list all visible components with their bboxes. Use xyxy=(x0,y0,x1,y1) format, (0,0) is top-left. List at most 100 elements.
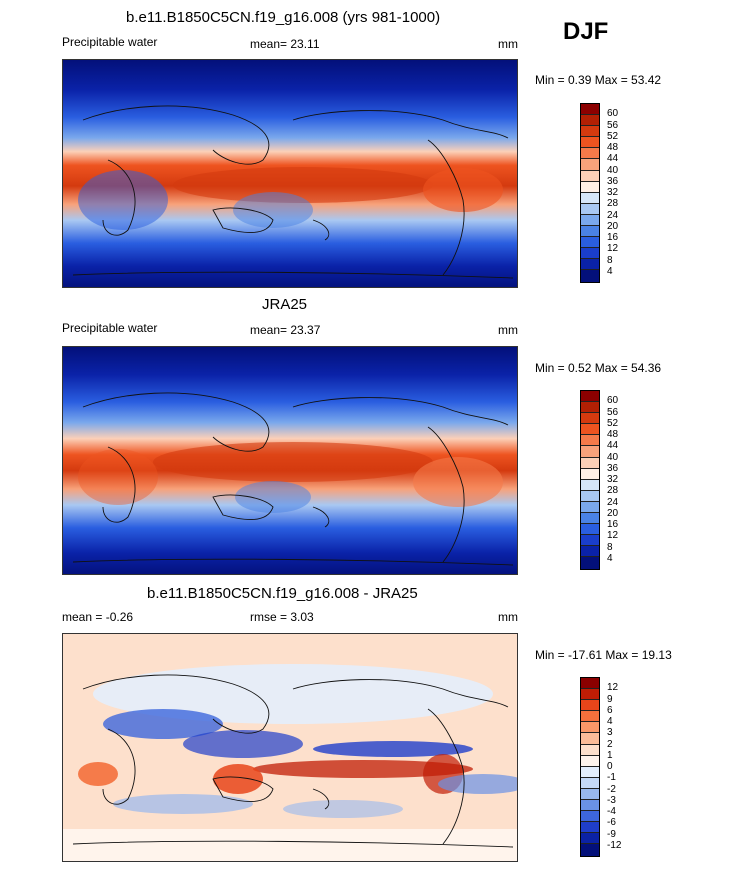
colorbar-cell xyxy=(581,535,599,547)
colorbar-tick-label: -12 xyxy=(607,839,622,851)
panel1-unit-label: mm xyxy=(498,37,518,51)
colorbar-tick-label: 48 xyxy=(607,142,619,153)
colorbar-tick-label: 3 xyxy=(607,727,613,739)
colorbar-tick-label: 1 xyxy=(607,749,613,761)
colorbar-tick-label: 20 xyxy=(607,507,619,519)
colorbar-cell xyxy=(581,833,599,845)
colorbar-tick-label: 9 xyxy=(607,693,613,705)
panel3-unit-label: mm xyxy=(498,610,518,624)
colorbar-tick-label: 12 xyxy=(607,530,619,542)
panel3-title: b.e11.B1850C5CN.f19_g16.008 - JRA25 xyxy=(147,585,418,602)
colorbar-cell xyxy=(581,501,599,514)
colorbar-tick-label: 56 xyxy=(607,406,619,418)
colorbar-cell xyxy=(581,170,599,182)
colorbar-tick-label: 16 xyxy=(607,519,619,530)
colorbar-cell xyxy=(581,457,599,469)
colorbar-tick-label: 24 xyxy=(607,209,619,221)
colorbar-tick-label: 2 xyxy=(607,738,613,750)
panel1-colorbar-cells xyxy=(581,104,599,282)
colorbar-cell xyxy=(581,722,599,734)
panel2-mean-label: mean= 23.37 xyxy=(250,323,321,337)
colorbar-tick-label: -2 xyxy=(607,783,616,795)
colorbar-tick-label: 48 xyxy=(607,429,619,440)
panel2-map-field xyxy=(63,347,517,574)
colorbar-cell xyxy=(581,181,599,193)
panel1-mean-label: mean= 23.11 xyxy=(250,37,320,51)
panel2-map xyxy=(62,346,518,575)
season-label: DJF xyxy=(563,18,609,45)
colorbar-tick-label: 32 xyxy=(607,187,619,198)
colorbar-tick-label: 52 xyxy=(607,130,619,142)
colorbar-cell xyxy=(581,546,599,558)
colorbar-tick-label: 36 xyxy=(607,175,619,187)
panel1-map-field xyxy=(63,60,517,287)
colorbar-tick-label: 24 xyxy=(607,496,619,508)
colorbar-tick-label: 28 xyxy=(607,485,619,497)
colorbar-cell xyxy=(581,424,599,436)
colorbar-cell xyxy=(581,446,599,458)
colorbar-tick-label: 20 xyxy=(607,220,619,232)
colorbar-tick-label: -4 xyxy=(607,806,616,817)
panel2-colorbar xyxy=(580,390,600,570)
panel2-minmax: Min = 0.52 Max = 54.36 xyxy=(535,361,662,375)
colorbar-cell xyxy=(581,822,599,834)
colorbar-tick-label: 60 xyxy=(607,395,619,407)
colorbar-cell xyxy=(581,192,599,204)
colorbar-tick-label: 40 xyxy=(607,164,619,176)
colorbar-cell xyxy=(581,766,599,778)
colorbar-cell xyxy=(581,104,599,116)
colorbar-cell xyxy=(581,711,599,723)
colorbar-cell xyxy=(581,203,599,215)
panel3-coastlines xyxy=(72,674,514,848)
panel3-minmax: Min = -17.61 Max = 19.13 xyxy=(535,648,672,662)
colorbar-cell xyxy=(581,755,599,767)
panel3-map-field xyxy=(63,634,517,861)
colorbar-cell xyxy=(581,800,599,812)
colorbar-tick-label: 32 xyxy=(607,474,619,485)
colorbar-cell xyxy=(581,700,599,712)
panel3-rmse-label: rmse = 3.03 xyxy=(250,610,314,624)
colorbar-cell xyxy=(581,524,599,536)
colorbar-tick-label: -9 xyxy=(607,828,616,840)
panel1-coastlines xyxy=(72,105,514,279)
colorbar-tick-label: 12 xyxy=(607,243,619,255)
colorbar-cell xyxy=(581,259,599,271)
panel2-colorbar-cells xyxy=(581,391,599,569)
panel3-map xyxy=(62,633,518,862)
colorbar-tick-label: 12 xyxy=(607,682,619,694)
panel1-map xyxy=(62,59,518,288)
colorbar-cell xyxy=(581,811,599,823)
colorbar-tick-label: -1 xyxy=(607,772,616,784)
colorbar-cell xyxy=(581,270,599,282)
panel3-colorbar xyxy=(580,677,600,857)
colorbar-tick-label: 8 xyxy=(607,541,613,553)
colorbar-cell xyxy=(581,214,599,227)
colorbar-cell xyxy=(581,126,599,138)
colorbar-cell xyxy=(581,777,599,789)
panel1-title: b.e11.B1850C5CN.f19_g16.008 (yrs 981-100… xyxy=(126,9,441,26)
colorbar-tick-label: -3 xyxy=(607,794,616,806)
colorbar-cell xyxy=(581,137,599,149)
panel1-variable-label: Precipitable water xyxy=(62,35,158,49)
colorbar-cell xyxy=(581,479,599,491)
colorbar-tick-label: 44 xyxy=(607,440,619,452)
panel2-title: JRA25 xyxy=(262,296,308,313)
colorbar-cell xyxy=(581,148,599,160)
colorbar-cell xyxy=(581,391,599,403)
colorbar-cell xyxy=(581,844,599,856)
colorbar-tick-label: 44 xyxy=(607,153,619,165)
panel1-minmax: Min = 0.39 Max = 53.42 xyxy=(535,73,662,87)
colorbar-tick-label: 4 xyxy=(607,552,613,564)
colorbar-tick-label: 6 xyxy=(607,704,613,716)
colorbar-tick-label: 60 xyxy=(607,108,619,120)
colorbar-cell xyxy=(581,788,599,801)
colorbar-tick-label: 4 xyxy=(607,265,613,277)
colorbar-tick-label: -6 xyxy=(607,817,616,829)
colorbar-cell xyxy=(581,402,599,414)
colorbar-tick-label: 56 xyxy=(607,119,619,131)
colorbar-cell xyxy=(581,490,599,502)
panel2-unit-label: mm xyxy=(498,323,518,337)
colorbar-cell xyxy=(581,557,599,569)
colorbar-cell xyxy=(581,248,599,260)
colorbar-tick-label: 28 xyxy=(607,198,619,210)
